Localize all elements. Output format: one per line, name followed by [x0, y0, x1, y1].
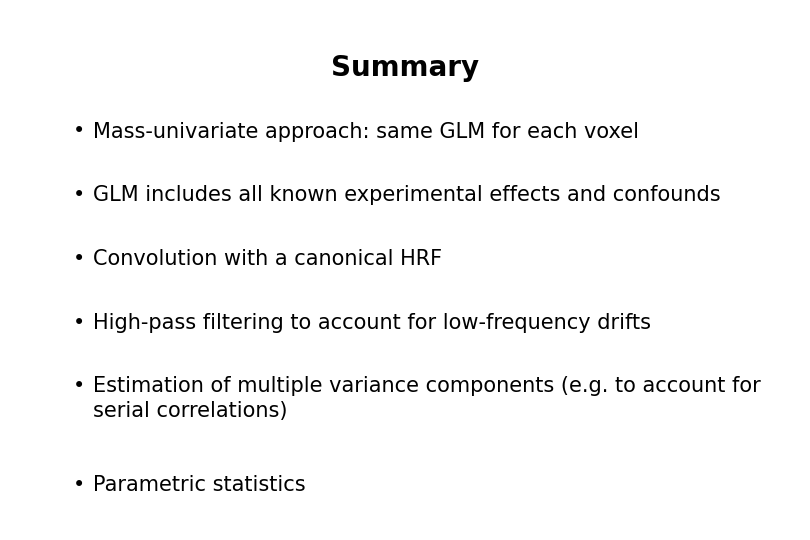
- Text: GLM includes all known experimental effects and confounds: GLM includes all known experimental effe…: [93, 185, 721, 205]
- Text: Estimation of multiple variance components (e.g. to account for
serial correlati: Estimation of multiple variance componen…: [93, 376, 761, 421]
- Text: •: •: [73, 249, 85, 269]
- Text: Mass-univariate approach: same GLM for each voxel: Mass-univariate approach: same GLM for e…: [93, 122, 639, 141]
- Text: •: •: [73, 313, 85, 333]
- Text: Parametric statistics: Parametric statistics: [93, 475, 305, 495]
- Text: Summary: Summary: [331, 54, 479, 82]
- Text: •: •: [73, 475, 85, 495]
- Text: High-pass filtering to account for low-frequency drifts: High-pass filtering to account for low-f…: [93, 313, 651, 333]
- Text: •: •: [73, 122, 85, 141]
- Text: Convolution with a canonical HRF: Convolution with a canonical HRF: [93, 249, 442, 269]
- Text: •: •: [73, 376, 85, 396]
- Text: •: •: [73, 185, 85, 205]
